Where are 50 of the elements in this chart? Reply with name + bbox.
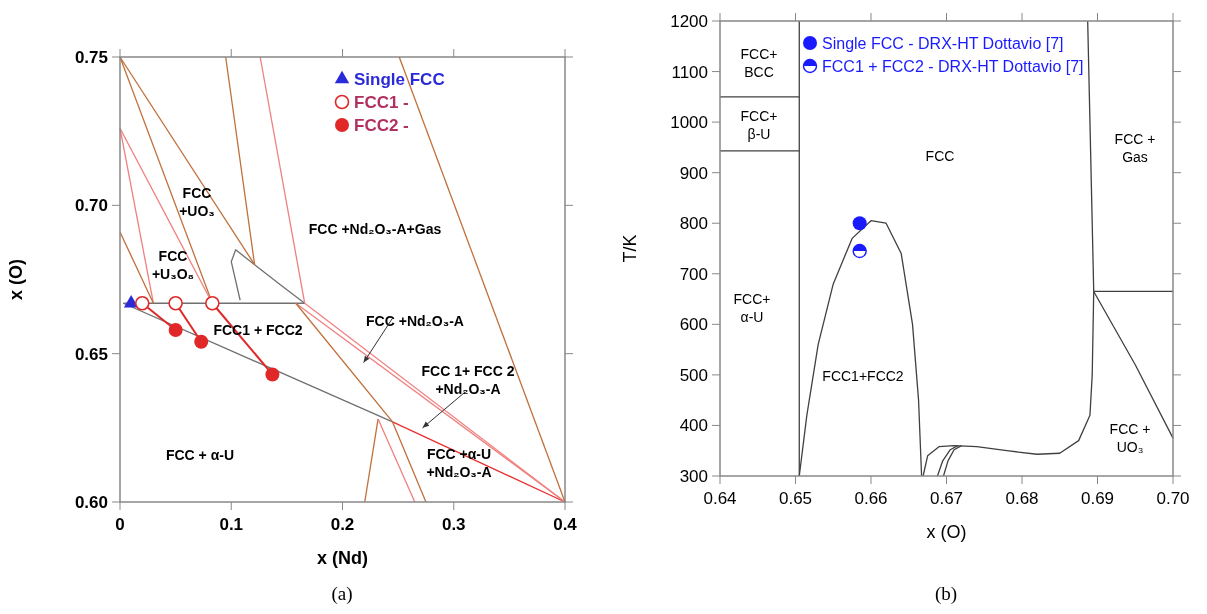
x-tick-label: 0.66 [854, 489, 888, 508]
annotation: FCC+ α-U [733, 291, 771, 325]
x-tick-label: 0.70 [1156, 489, 1190, 508]
y-tick-label: 400 [679, 416, 708, 436]
annotation: FCC 1+ FCC 2 +Nd₂O₃-A [421, 363, 515, 397]
annotation: FCC + Gas [1114, 131, 1156, 165]
y-tick-label: 900 [679, 163, 708, 183]
legend-label: FCC2 - [354, 116, 409, 135]
y-tick-label: 0.65 [74, 344, 108, 364]
y-tick-label: 700 [679, 264, 708, 284]
annotation: FCC +Nd₂O₃-A+Gas [308, 220, 442, 237]
y-tick-label: 0.75 [74, 48, 108, 67]
x-tick-label: 0.64 [703, 489, 737, 508]
annotation: FCC + α-U [165, 446, 235, 463]
x-tick-label: 0.67 [929, 489, 964, 508]
text: (b) [934, 583, 958, 605]
y-tick-label: 0.70 [74, 196, 108, 216]
annotation: FCC+ β-U [740, 108, 778, 142]
y-tick-label: 1000 [670, 113, 708, 133]
x-tick-label: 0.4 [553, 515, 578, 534]
y-tick-label: 500 [679, 365, 708, 385]
text: (a) [331, 583, 353, 605]
y-tick-label: 600 [679, 315, 708, 335]
annotation: FCC [925, 147, 955, 164]
x-tick-label: 0 [115, 515, 125, 534]
y-tick-label: 800 [679, 214, 708, 234]
y-tick-label: 1100 [671, 62, 708, 82]
x-tick-label: 0.68 [1005, 489, 1039, 508]
annotation: FCC +U₃O₈ [151, 248, 195, 282]
legend-label: Single FCC [354, 70, 445, 89]
annotation: FCC1+FCC2 [822, 367, 904, 384]
y-tick-label: 1200 [670, 12, 708, 31]
x-tick-label: 0.69 [1080, 489, 1115, 508]
x-axis-title: x (O) [926, 522, 967, 542]
annotation: FCC +Nd₂O₃-A [366, 312, 464, 329]
x-axis-title: x (Nd) [317, 548, 368, 568]
y-axis-title: T/K [620, 234, 640, 263]
y-tick-label: 300 [679, 467, 708, 486]
x-tick-label: 0.1 [219, 515, 244, 534]
x-tick-label: 0.2 [330, 515, 355, 534]
annotation: FCC + UO₃ [1109, 421, 1151, 455]
y-axis-title: x (O) [6, 258, 26, 301]
y-tick-label: 0.60 [74, 493, 108, 512]
legend-label: FCC1 - [354, 93, 409, 112]
legend-label: Single FCC - DRX-HT Dottavio [7] [822, 35, 1064, 52]
x-tick-label: 0.65 [778, 489, 813, 508]
annotation: FCC+ BCC [740, 46, 778, 80]
annotation: FCC +α-U +Nd₂O₃-A [426, 446, 492, 480]
x-tick-label: 0.3 [441, 515, 466, 534]
legend-label: FCC1 + FCC2 - DRX-HT Dottavio [7] [822, 58, 1084, 75]
